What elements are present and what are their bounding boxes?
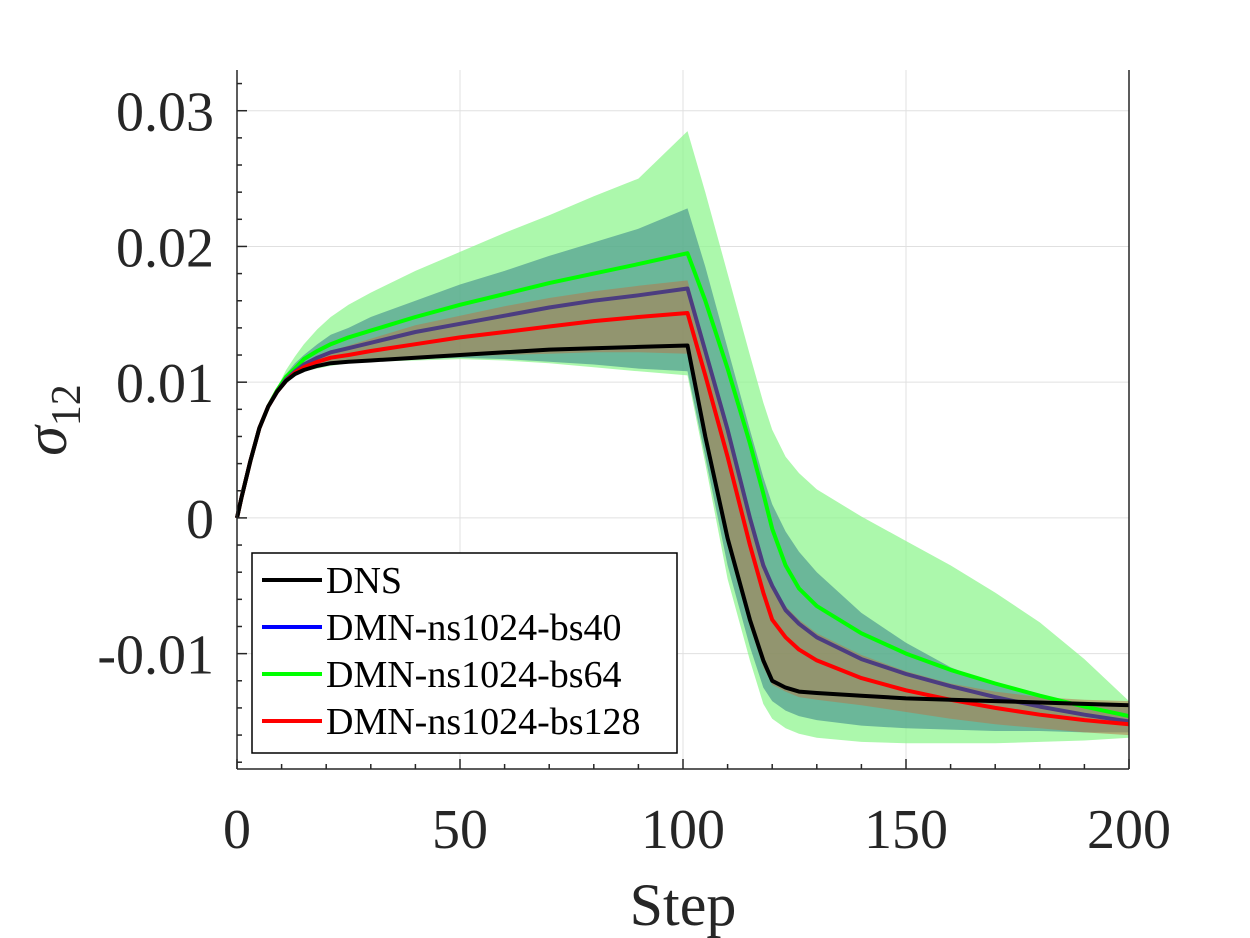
y-axis-title-symbol: σ <box>13 424 79 456</box>
tick-labels: 0 50 100 150 200 -0.01 0 0.01 0.02 0.03 <box>97 82 1171 861</box>
x-tick-label-3: 150 <box>864 799 948 861</box>
x-tick-label-2: 100 <box>641 799 725 861</box>
y-tick-label-0: -0.01 <box>97 625 214 687</box>
x-tick-label-1: 50 <box>432 799 488 861</box>
y-axis-title: σ12 <box>13 384 90 456</box>
y-tick-label-4: 0.03 <box>116 82 214 144</box>
y-tick-label-1: 0 <box>186 489 214 551</box>
x-axis-title: Step <box>630 872 737 938</box>
x-tick-label-4: 200 <box>1087 799 1171 861</box>
svg-text:σ12: σ12 <box>13 384 90 456</box>
legend-label-2: DMN-ns1024-bs64 <box>326 654 622 696</box>
legend: DNS DMN-ns1024-bs40 DMN-ns1024-bs64 DMN-ns1… <box>251 552 678 754</box>
x-tick-label-0: 0 <box>223 799 251 861</box>
legend-label-1: DMN-ns1024-bs40 <box>326 607 622 649</box>
y-axis-title-subscript: 12 <box>44 384 90 426</box>
legend-box <box>251 552 678 754</box>
series-lines <box>235 251 1130 727</box>
legend-label-0: DNS <box>326 560 402 602</box>
axes <box>236 70 1130 770</box>
band-0 <box>237 131 1129 744</box>
legend-label-3: DMN-ns1024-bs128 <box>326 701 641 743</box>
y-tick-label-3: 0.02 <box>116 217 214 279</box>
series-line-0 <box>235 343 1130 708</box>
y-tick-label-2: 0.01 <box>116 353 214 415</box>
